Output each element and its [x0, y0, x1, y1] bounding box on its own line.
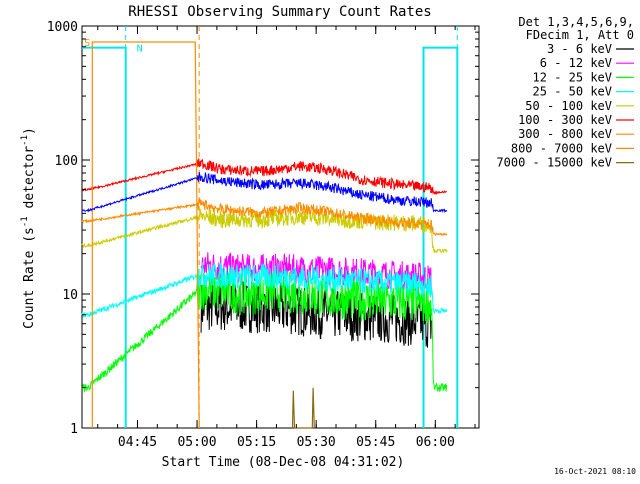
x-tick-label: 05:00 — [177, 435, 216, 450]
series-blue-band — [81, 171, 448, 214]
series-6-line — [81, 198, 448, 236]
y-axis-label: Count Rate (s-1 detector-1) — [20, 127, 37, 329]
x-tick-label: 05:45 — [356, 435, 395, 450]
flag-line-1 — [422, 46, 459, 428]
legend-label-4: 50 - 100 keV — [525, 99, 612, 113]
y-tick-label: 1 — [70, 422, 78, 437]
y-tick-label: 10 — [62, 288, 78, 303]
marker-label-0: S — [84, 38, 90, 49]
axis-layer: 1 10 100 1000 04:45 05:00 05:15 05:30 05:45 06:00 — [47, 20, 479, 450]
legend-label-7: 800 - 7000 keV — [511, 141, 612, 155]
series-4 — [81, 207, 448, 254]
plot-frame — [81, 25, 480, 429]
legend-label-3: 25 - 50 keV — [533, 85, 612, 99]
y-tick-label: 100 — [55, 154, 78, 169]
chart-title: RHESSI Observing Summary Count Rates — [128, 4, 431, 20]
timestamp: 16-Oct-2021 08:10 — [554, 467, 636, 476]
x-tick-label: 05:30 — [297, 435, 336, 450]
legend-label-8: 7000 - 15000 keV — [496, 156, 612, 170]
series-blue-band-line — [81, 171, 448, 214]
series-8 — [291, 387, 315, 429]
series-3 — [81, 262, 448, 318]
series-layer: SN — [81, 26, 459, 429]
x-tick-label: 04:45 — [118, 435, 157, 450]
series-6 — [81, 198, 448, 236]
marker-label-1: N — [137, 44, 143, 55]
series-2-line — [81, 270, 448, 393]
series-1 — [200, 252, 432, 292]
legend-label-0: 3 - 6 keV — [547, 42, 612, 56]
y-tick-label: 1000 — [47, 20, 78, 35]
series-7 — [91, 41, 200, 429]
legend-label-5: 100 - 300 keV — [518, 113, 612, 127]
legend-label-2: 12 - 25 keV — [533, 70, 612, 84]
series-5 — [81, 158, 448, 196]
series-5-line — [81, 158, 448, 196]
series-2 — [81, 270, 448, 393]
series-8-line — [291, 387, 315, 429]
legend-label-6: 300 - 800 keV — [518, 127, 612, 141]
x-axis-label: Start Time (08-Dec-08 04:31:02) — [162, 455, 405, 470]
x-tick-label: 06:00 — [416, 435, 455, 450]
series-3-line — [81, 262, 448, 318]
legend-header-line-1: Det 1,3,4,5,6,9, — [518, 15, 634, 29]
legend: Det 1,3,4,5,6,9, FDecim 1, Att 0 3 - 6 k… — [496, 15, 634, 170]
series-7-line — [91, 41, 200, 429]
series-1-line — [200, 252, 432, 292]
series-4-line — [81, 207, 448, 254]
legend-header-line-2: FDecim 1, Att 0 — [526, 28, 634, 42]
legend-label-1: 6 - 12 keV — [540, 56, 612, 70]
x-tick-label: 05:15 — [237, 435, 276, 450]
